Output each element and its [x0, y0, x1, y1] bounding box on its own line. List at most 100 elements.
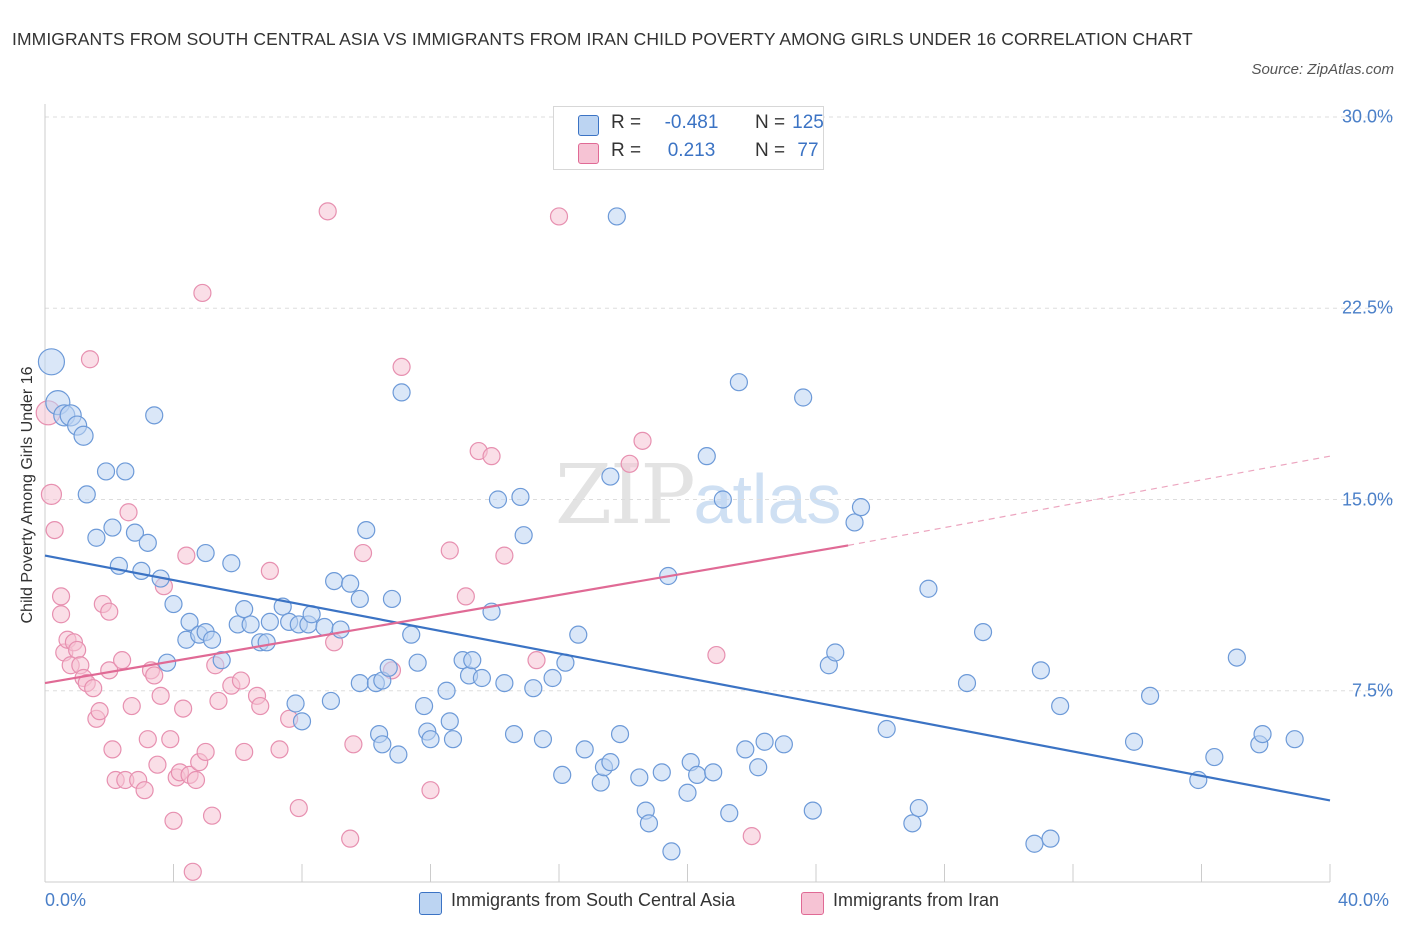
data-point	[1031, 661, 1050, 680]
data-point	[183, 862, 202, 881]
data-point	[1205, 747, 1224, 767]
data-point	[607, 207, 626, 226]
data-point	[402, 625, 421, 644]
data-point	[408, 653, 427, 672]
data-point	[543, 668, 562, 688]
data-point	[437, 681, 456, 700]
data-point	[321, 691, 341, 711]
data-point	[96, 462, 116, 481]
n-label: N =	[755, 112, 786, 133]
data-point	[549, 207, 569, 226]
data-point	[443, 730, 463, 749]
data-point	[270, 740, 289, 759]
data-point	[697, 447, 716, 466]
data-point	[135, 781, 154, 800]
data-point	[209, 691, 228, 711]
data-point	[633, 431, 652, 450]
n-value: 125	[792, 112, 824, 133]
data-point	[527, 651, 546, 670]
data-point	[511, 487, 530, 507]
data-point	[251, 696, 270, 716]
data-point	[553, 765, 572, 785]
data-point	[186, 770, 206, 790]
data-point	[315, 617, 334, 637]
data-point	[379, 658, 398, 677]
data-point	[456, 587, 475, 606]
data-point	[292, 712, 312, 731]
data-point	[341, 829, 360, 848]
data-point	[68, 640, 87, 660]
data-point	[257, 633, 276, 652]
data-point	[903, 814, 922, 833]
data-point	[533, 730, 553, 749]
data-point	[80, 350, 100, 369]
data-point	[720, 804, 739, 823]
data-point	[177, 546, 196, 565]
data-point	[610, 724, 630, 744]
data-point	[688, 765, 707, 785]
data-point	[318, 202, 337, 221]
data-point	[504, 724, 524, 744]
series-legend: Immigrants from South Central Asia Immig…	[0, 889, 1406, 915]
trend-lines	[44, 455, 1331, 802]
data-point	[90, 702, 109, 721]
data-point	[202, 630, 222, 649]
data-point	[193, 283, 212, 303]
data-point	[601, 467, 620, 486]
data-point	[575, 740, 594, 759]
data-point	[331, 620, 350, 639]
data-point	[119, 503, 138, 522]
data-point	[151, 686, 170, 705]
data-point	[87, 528, 106, 547]
data-point	[630, 768, 649, 787]
data-point	[440, 712, 459, 731]
data-point	[174, 699, 193, 718]
data-point	[495, 673, 514, 693]
data-point	[482, 447, 501, 466]
legend-label: Immigrants from Iran	[833, 890, 1000, 910]
data-point	[145, 406, 164, 425]
data-point	[212, 651, 231, 670]
chart-title: IMMIGRANTS FROM SOUTH CENTRAL ASIA VS IM…	[12, 29, 1193, 49]
data-point	[222, 554, 241, 573]
data-point	[103, 518, 122, 537]
data-point	[125, 523, 145, 542]
x-tick-label-min: 0.0%	[45, 890, 87, 910]
data-point	[357, 520, 376, 540]
source-note: Source: ZipAtlas.com	[1251, 61, 1394, 78]
data-point	[138, 533, 157, 552]
data-point	[260, 561, 279, 581]
data-point	[112, 651, 132, 670]
data-point	[196, 742, 215, 762]
y-tick-label: 30.0%	[1341, 106, 1393, 127]
y-tick-label: 15.0%	[1341, 489, 1393, 509]
data-point	[803, 801, 822, 820]
data-point	[755, 732, 774, 751]
data-point	[652, 763, 671, 782]
data-point	[196, 543, 215, 563]
data-point	[389, 745, 408, 764]
r-value: 0.213	[667, 140, 716, 161]
data-point	[289, 798, 308, 818]
data-point	[180, 612, 199, 632]
data-point	[40, 483, 63, 505]
data-point	[845, 513, 864, 532]
data-point	[472, 668, 491, 688]
data-point	[344, 735, 363, 754]
data-point	[51, 587, 71, 606]
data-point	[145, 666, 164, 685]
data-point	[919, 579, 938, 598]
data-point	[774, 735, 793, 754]
data-point	[1124, 732, 1144, 751]
data-point	[51, 605, 71, 624]
south-central-asia-series-points	[37, 207, 1304, 861]
data-point	[495, 546, 514, 565]
data-point	[260, 612, 279, 632]
y-tick-label: 7.5%	[1351, 680, 1393, 701]
data-point	[373, 735, 392, 754]
data-point	[524, 679, 543, 698]
r-label: R =	[611, 140, 642, 161]
data-point	[736, 740, 755, 759]
pink-swatch-icon	[801, 892, 824, 915]
data-point	[235, 742, 254, 762]
